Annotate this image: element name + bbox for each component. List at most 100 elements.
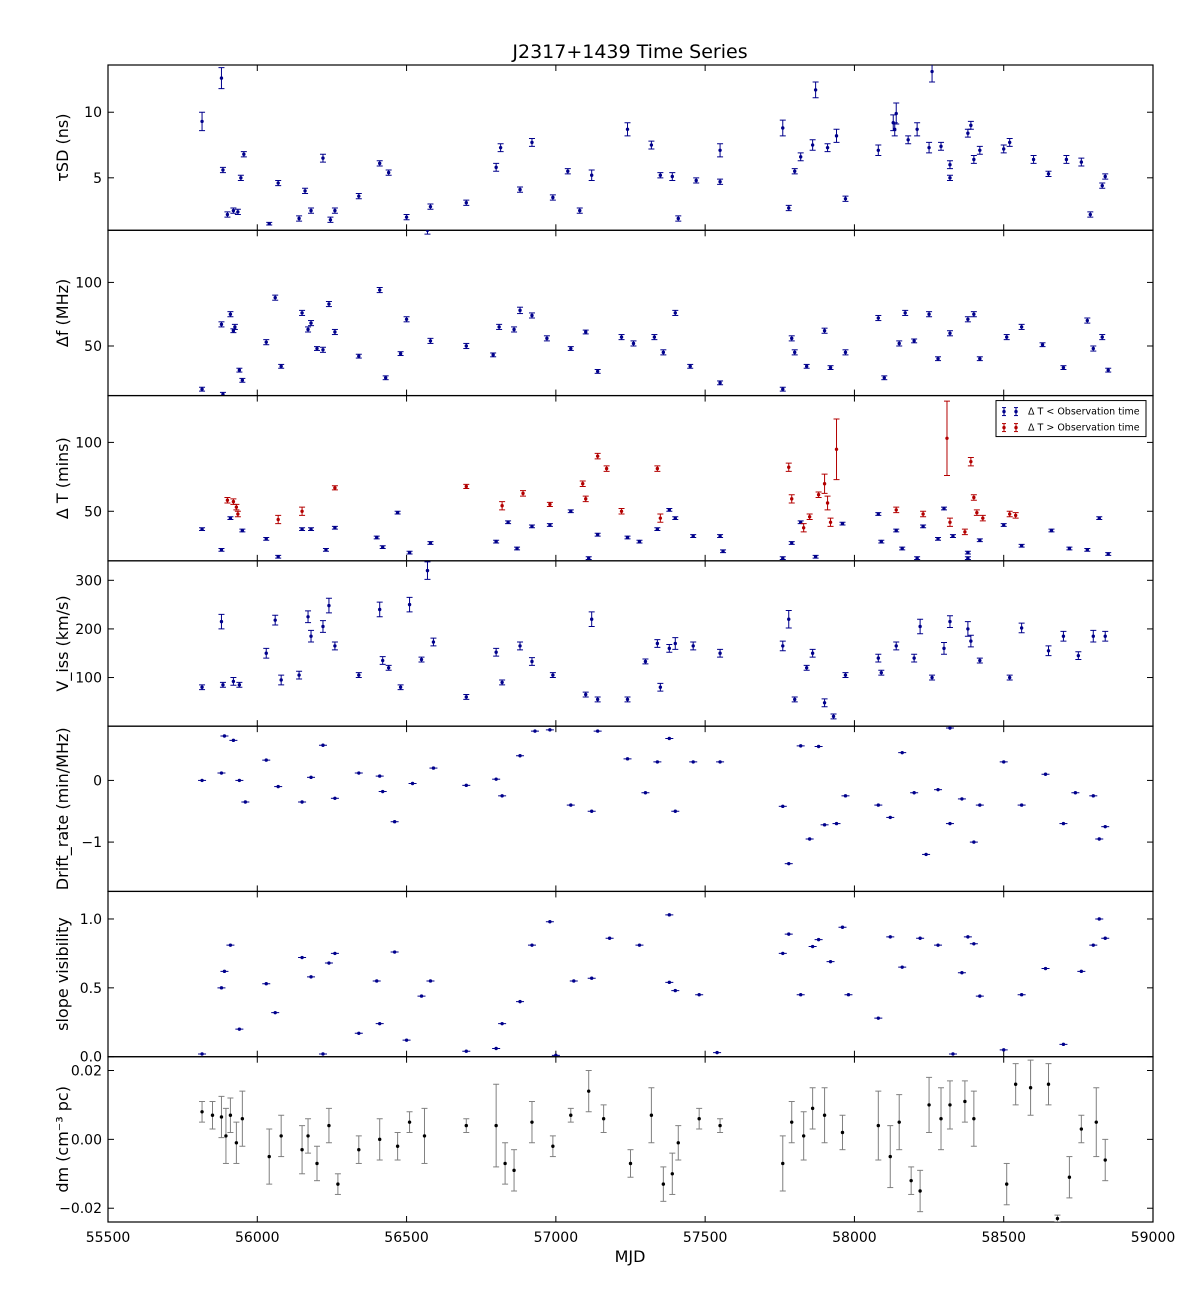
x-tick-label: 56500 <box>384 1230 429 1246</box>
data-point <box>648 1087 655 1144</box>
data-point <box>812 554 819 559</box>
data-point <box>1071 791 1080 795</box>
marker <box>497 325 501 329</box>
marker <box>1079 160 1084 164</box>
marker <box>960 970 964 975</box>
marker <box>464 1049 468 1053</box>
marker <box>1019 626 1024 630</box>
marker <box>897 341 901 346</box>
data-point <box>272 614 279 626</box>
marker <box>276 784 280 789</box>
data-point <box>717 648 724 658</box>
marker <box>233 325 237 329</box>
data-point <box>671 988 680 993</box>
data-point <box>929 65 936 83</box>
data-point <box>675 1125 682 1161</box>
data-point <box>564 168 571 175</box>
marker <box>807 837 812 841</box>
data-point <box>917 618 924 635</box>
marker <box>1007 675 1012 680</box>
data-point <box>657 682 664 692</box>
data-point <box>824 495 831 511</box>
marker <box>219 322 224 327</box>
data-point <box>785 204 792 212</box>
marker <box>1028 1086 1033 1090</box>
data-point <box>275 514 282 525</box>
data-point <box>779 119 786 137</box>
marker <box>637 943 642 947</box>
marker <box>1007 512 1012 516</box>
data-point <box>896 1094 903 1151</box>
data-point <box>426 979 435 983</box>
marker <box>667 508 672 512</box>
data-point <box>839 1114 846 1151</box>
panel-frame <box>107 64 1154 231</box>
marker <box>494 1046 498 1051</box>
data-point <box>234 208 241 216</box>
marker <box>822 1113 827 1117</box>
marker <box>876 656 881 660</box>
marker <box>357 771 361 775</box>
data-point <box>528 312 535 319</box>
marker <box>939 144 943 149</box>
data-point <box>1089 794 1098 798</box>
data-point <box>779 640 786 652</box>
marker <box>921 512 925 516</box>
marker <box>876 316 881 320</box>
marker <box>1091 634 1095 638</box>
data-point <box>549 194 556 201</box>
marker <box>219 771 224 775</box>
data-series <box>199 230 1112 396</box>
marker <box>225 498 230 502</box>
data-point <box>263 536 270 541</box>
x-tick-label: 55500 <box>86 1230 131 1246</box>
data-point <box>493 539 500 544</box>
marker <box>530 943 534 947</box>
marker <box>840 925 845 929</box>
data-point <box>217 771 226 775</box>
data-point <box>587 976 596 980</box>
data-point <box>820 823 829 827</box>
marker <box>793 169 797 173</box>
data-point <box>842 349 849 356</box>
data-point <box>233 1121 240 1164</box>
data-point <box>1018 323 1025 330</box>
marker <box>327 603 331 608</box>
data-point <box>566 803 575 807</box>
data-point <box>838 925 847 929</box>
marker <box>1061 634 1066 638</box>
data-point <box>263 339 270 346</box>
data-point <box>582 329 589 335</box>
marker <box>978 803 982 807</box>
data-point <box>385 169 392 176</box>
data-point <box>899 546 906 551</box>
marker <box>649 1113 654 1117</box>
data-point <box>1000 523 1007 527</box>
marker <box>333 208 337 213</box>
data-point <box>239 528 246 533</box>
data-point <box>964 550 971 555</box>
marker <box>798 520 803 524</box>
marker <box>276 517 280 522</box>
marker <box>1100 335 1104 339</box>
marker <box>392 950 397 954</box>
marker <box>607 936 612 940</box>
marker <box>816 493 821 497</box>
marker <box>236 512 240 516</box>
data-point <box>511 1149 518 1192</box>
marker <box>801 526 806 530</box>
marker <box>279 1134 283 1138</box>
data-point <box>788 494 795 504</box>
data-point <box>394 510 401 515</box>
x-axis: 55500 56000 56500 57000 57500 58000 58500 59000 <box>86 1230 1176 1246</box>
data-point <box>1089 943 1098 947</box>
marker <box>1043 966 1048 971</box>
data-point <box>299 309 306 316</box>
data-point <box>219 166 226 174</box>
data-point <box>230 498 237 505</box>
data-point <box>833 418 840 481</box>
data-point <box>964 316 971 323</box>
marker <box>1013 513 1018 518</box>
chart-title: J2317+1439 Time Series <box>511 41 747 63</box>
